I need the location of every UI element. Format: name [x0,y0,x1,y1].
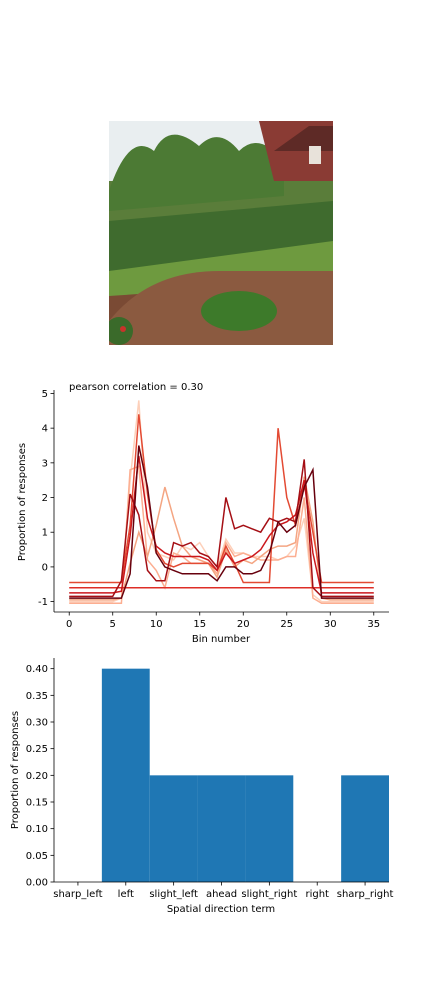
bar-left [101,668,150,882]
bar-ahead [197,775,246,882]
photo-roof [274,126,333,151]
category-label: slight_left [149,889,198,900]
y-tick-label: -1 [38,597,48,608]
x-tick-label: 5 [110,619,116,630]
line-chart-ylabel: Proportion of responses [17,443,28,561]
y-tick-label: 2 [42,493,48,504]
bar-slight_left [149,775,198,882]
y-tick-label: 0.00 [26,878,48,889]
bar-sharp_right [341,775,389,882]
line-series-8 [69,445,374,599]
y-tick-label: 0.10 [26,824,48,835]
y-tick-label: 4 [42,424,48,435]
line-series-4 [69,414,374,584]
x-tick-label: 15 [193,619,206,630]
y-tick-label: 5 [42,389,48,400]
line-chart: pearson correlation = 0.30 0 5 10 15 20 25 30 3… [17,382,389,645]
y-tick-label: 0.40 [26,664,48,675]
category-label: left [118,889,134,900]
photo-shrub [201,291,277,331]
y-tick-label: 0.35 [26,691,48,702]
category-label: slight_right [241,889,297,900]
x-tick-label: 0 [66,619,72,630]
bar-chart: sharp_left left slight_left ahead slight_rig… [10,658,393,915]
line-series-group [69,400,374,605]
x-tick-label: 10 [150,619,163,630]
line-chart-xlabel: Bin number [192,634,251,645]
y-tick-label: 1 [42,528,48,539]
category-label: right [305,889,329,900]
x-tick-label: 35 [367,619,380,630]
x-tick-label: 30 [324,619,337,630]
y-tick-label: 0.20 [26,771,48,782]
bar-chart-xlabel: Spatial direction term [167,904,275,915]
garden-photo [109,121,333,345]
line-series-3 [69,476,374,601]
y-tick-label: 3 [42,458,48,469]
y-tick-label: 0 [42,562,48,573]
bar-slight_right [245,775,294,882]
category-label: sharp_right [337,889,394,900]
line-series-6 [69,455,374,594]
y-tick-label: 0.15 [26,798,48,809]
y-tick-label: 0.25 [26,744,48,755]
y-tick-label: 0.30 [26,718,48,729]
category-label: sharp_left [53,889,102,900]
category-label: ahead [206,889,237,900]
bar-chart-ylabel: Proportion of responses [10,711,21,829]
photo-window [309,146,321,164]
line-series-1 [69,400,374,603]
photo-flower [120,326,126,332]
x-tick-label: 20 [237,619,250,630]
line-series-7 [69,459,374,598]
x-tick-label: 25 [280,619,293,630]
photo-trees [109,134,284,211]
y-tick-label: 0.05 [26,851,48,862]
line-chart-title: pearson correlation = 0.30 [69,382,203,393]
